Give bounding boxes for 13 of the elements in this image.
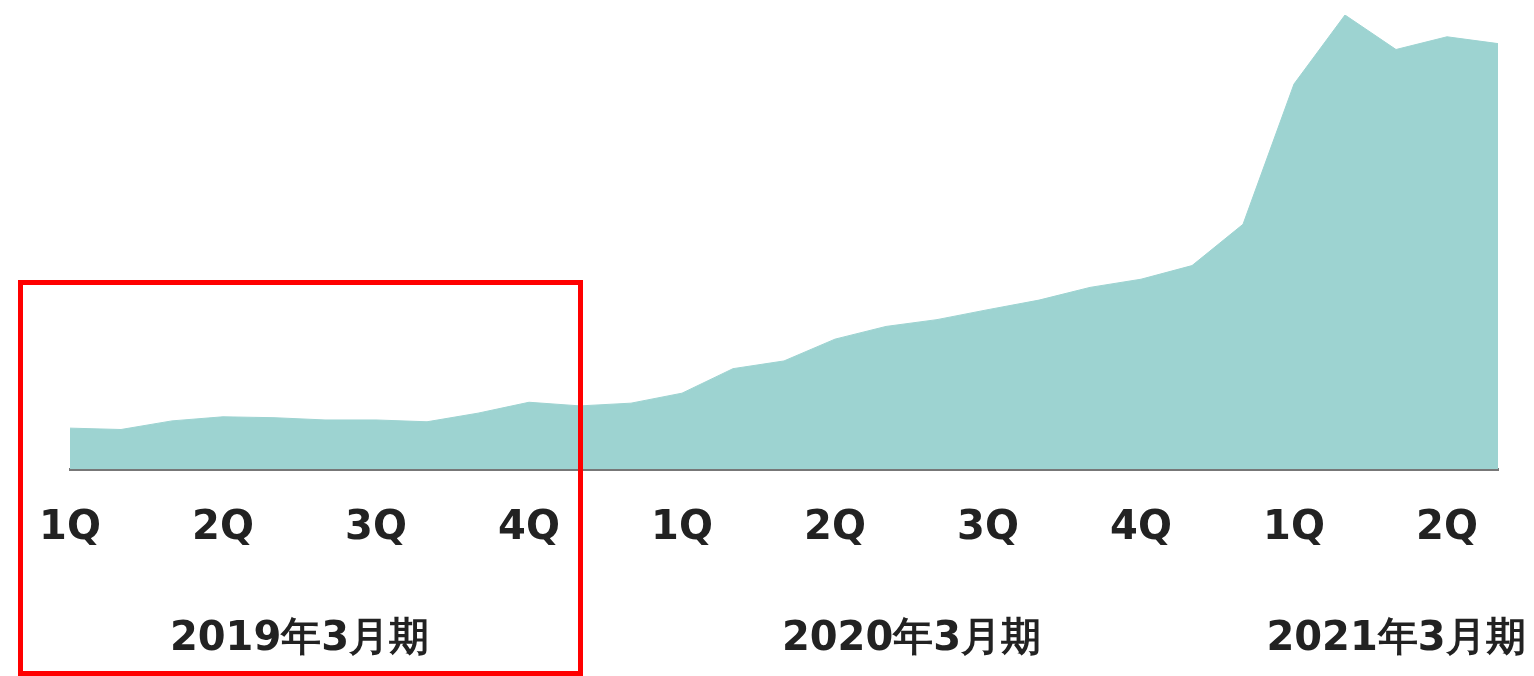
x-tick-label: 4Q	[1110, 502, 1172, 549]
x-tick-label: 1Q	[651, 502, 713, 549]
text: 2021年3月期	[1266, 613, 1526, 660]
x-tick-label: 2Q	[1416, 502, 1478, 549]
x-tick-label: 1Q	[1263, 502, 1325, 549]
x-tick-label: 3Q	[957, 502, 1019, 549]
x-tick-label: 2Q	[804, 502, 866, 549]
text: 2020年3月期	[781, 613, 1042, 660]
text: 2019年3月期	[169, 613, 430, 660]
x-tick-label: 4Q	[498, 502, 560, 549]
x-tick-label: 1Q	[39, 502, 101, 549]
x-tick-label: 3Q	[345, 502, 407, 549]
x-tick-label: 2Q	[192, 502, 254, 549]
